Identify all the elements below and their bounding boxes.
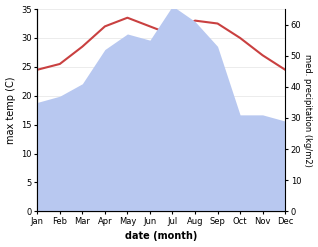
Y-axis label: max temp (C): max temp (C): [5, 76, 16, 144]
Y-axis label: med. precipitation (kg/m2): med. precipitation (kg/m2): [303, 54, 313, 167]
X-axis label: date (month): date (month): [125, 231, 197, 242]
